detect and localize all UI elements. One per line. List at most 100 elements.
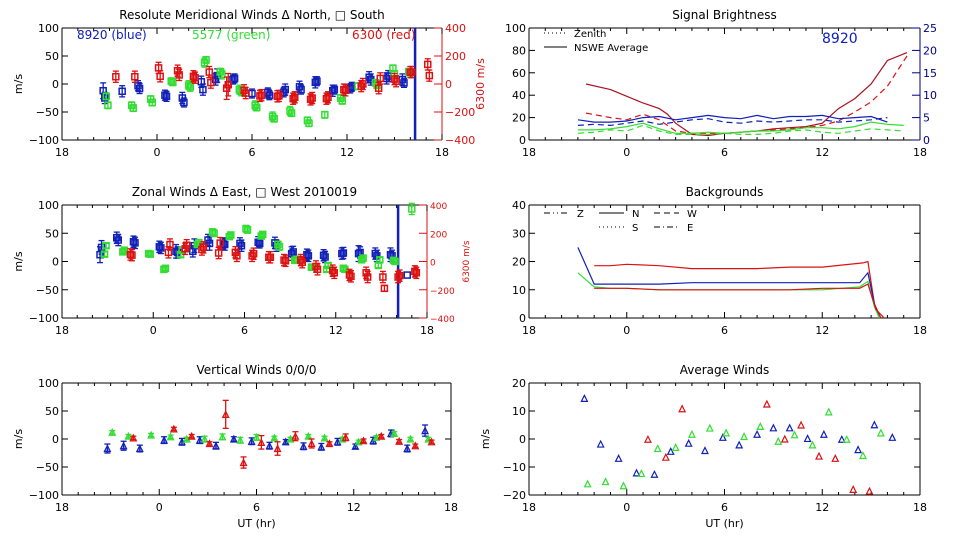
data-point-triangle [166, 432, 175, 441]
data-point-triangle [619, 481, 628, 490]
data-point-triangle [212, 441, 220, 450]
data-point-square [162, 92, 171, 101]
data-point-square [298, 258, 307, 266]
data-point-triangle [808, 440, 817, 449]
data-point-square [180, 98, 188, 107]
data-point-triangle [888, 432, 897, 441]
data-point-square [242, 224, 250, 233]
data-point-triangle [377, 431, 386, 440]
y-tick-label: 0 [519, 134, 526, 147]
data-point-square [408, 68, 416, 76]
series-line-green [577, 272, 880, 319]
data-point-triangle [247, 436, 256, 445]
wavelength-label: 5577 (green) [192, 28, 270, 42]
data-point-triangle [270, 433, 279, 442]
data-point-square [259, 230, 267, 239]
data-point-triangle [705, 423, 714, 432]
x-tick-label: 6 [721, 146, 728, 159]
x-tick-label: 18 [522, 501, 536, 514]
data-point-triangle [718, 432, 727, 441]
legend-label: N [632, 209, 639, 220]
data-point-square [112, 72, 120, 81]
chart-title: Average Winds [680, 363, 770, 377]
data-point-square [120, 246, 129, 254]
x-tick-label: 18 [55, 501, 69, 514]
data-point-square [102, 92, 111, 101]
data-point-square [166, 240, 174, 249]
y2-tick-label: 400 [445, 22, 466, 35]
legend-label: W [687, 209, 697, 220]
data-point-triangle [854, 445, 863, 454]
data-point-square [173, 66, 182, 75]
y-tick-label: 40 [512, 89, 526, 102]
y-tick-label: −100 [29, 312, 59, 325]
data-point-square [286, 107, 294, 115]
data-point-square [220, 240, 229, 249]
data-point-square [268, 112, 277, 121]
x-axis-label: UT (hr) [705, 517, 743, 530]
data-point-triangle [307, 439, 316, 448]
data-point-triangle [390, 429, 399, 437]
data-point-square [425, 71, 434, 80]
y-tick-label: 60 [512, 67, 526, 80]
y-tick-label: 20 [512, 377, 526, 390]
data-point-triangle [849, 485, 858, 493]
data-point-square [266, 253, 275, 262]
data-point-triangle [411, 441, 420, 450]
x-tick-label: 18 [913, 501, 927, 514]
data-point-triangle [205, 439, 214, 448]
data-point-square [233, 252, 241, 260]
x-tick-label: 0 [154, 146, 161, 159]
x-tick-label: 12 [815, 324, 829, 337]
data-point-triangle [229, 434, 238, 443]
data-point-square [257, 91, 266, 99]
data-point-square [227, 231, 235, 239]
data-point-triangle [614, 453, 623, 462]
chart-title: Signal Brightness [672, 8, 777, 22]
data-point-triangle [406, 434, 415, 443]
data-point-square [241, 89, 250, 97]
y-tick-label: 100 [38, 22, 59, 35]
data-point-square [114, 236, 123, 244]
data-point-triangle [876, 428, 885, 437]
data-point-triangle [824, 407, 833, 416]
data-point-triangle [395, 436, 404, 445]
data-point-square [289, 94, 297, 103]
y2-tick-label: −200 [430, 287, 455, 297]
y-tick-label: −20 [503, 489, 526, 502]
data-point-triangle [291, 431, 300, 440]
y-tick-label: 50 [45, 405, 59, 418]
y-tick-label: 100 [505, 22, 526, 35]
data-point-square [265, 91, 274, 99]
data-point-square [207, 78, 215, 87]
x-tick-label: 18 [55, 146, 69, 159]
data-point-square [289, 248, 297, 256]
data-point-square [324, 93, 332, 102]
y-tick-label: 30 [512, 227, 526, 240]
data-point-square [303, 250, 311, 259]
data-point-triangle [218, 432, 227, 441]
x-tick-label: 6 [721, 324, 728, 337]
data-point-square [330, 269, 338, 277]
wavelength-label: 6300 (red) [352, 28, 415, 42]
data-point-square [118, 87, 126, 96]
series-line-6300-nswe [585, 52, 908, 137]
data-point-triangle [785, 423, 794, 432]
x-axis-label: UT (hr) [237, 517, 275, 530]
y2-tick-label: 0 [445, 78, 452, 91]
data-point-square [208, 228, 217, 236]
data-point-triangle [108, 427, 117, 436]
data-point-square [156, 72, 164, 81]
data-point-square [347, 272, 355, 281]
data-point-square [363, 273, 372, 281]
data-point-triangle [239, 458, 248, 467]
data-point-square [128, 251, 136, 259]
data-point-triangle [129, 433, 138, 442]
data-point-square [100, 250, 109, 258]
y-tick-label: −100 [29, 489, 59, 502]
data-point-square [411, 267, 419, 276]
data-point-triangle [583, 479, 592, 488]
data-point-square [199, 243, 208, 252]
chart-title: Vertical Winds 0/0/0 [197, 363, 317, 377]
